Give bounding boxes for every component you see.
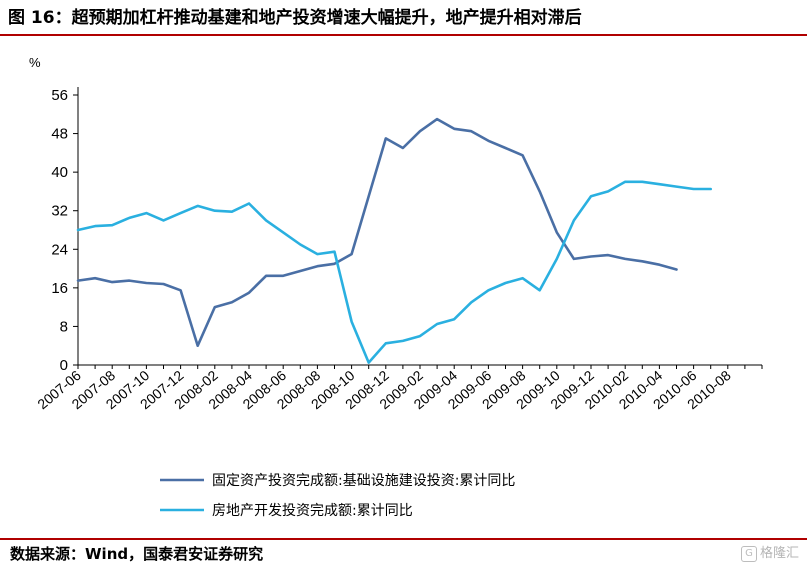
series-line-1 bbox=[76, 117, 678, 347]
y-tick-label: 0 bbox=[60, 357, 68, 374]
y-tick-label: 16 bbox=[51, 280, 68, 297]
top-rule bbox=[0, 34, 807, 36]
y-axis: 0 8 16 24 32 40 48 56 bbox=[51, 87, 79, 374]
watermark: G 格隆汇 bbox=[740, 543, 799, 565]
legend-label-2: 房地产开发投资完成额:累计同比 bbox=[212, 503, 413, 519]
x-axis: 2007-062007-082007-102007-122008-022008-… bbox=[34, 364, 763, 412]
y-tick-label: 24 bbox=[51, 241, 68, 258]
legend-label-1: 固定资产投资完成额:基础设施建设投资:累计同比 bbox=[212, 472, 515, 489]
y-tick-label: 40 bbox=[51, 164, 68, 181]
line-chart: % 0 8 16 24 32 40 48 56 2007-062007-082007-1020… bbox=[29, 55, 763, 519]
series-line-2 bbox=[76, 180, 712, 364]
watermark-logo-icon: G bbox=[740, 545, 757, 562]
source-note: 数据来源：Wind，国泰君安证券研究 bbox=[10, 545, 264, 563]
y-tick-label: 56 bbox=[51, 87, 68, 104]
y-tick-label: 8 bbox=[60, 318, 68, 335]
y-axis-unit-label: % bbox=[29, 55, 41, 70]
bottom-rule bbox=[0, 538, 807, 540]
series-layer bbox=[76, 117, 712, 364]
figure-title: 图 16：超预期加杠杆推动基建和地产投资增速大幅提升，地产提升相对滞后 bbox=[8, 8, 582, 28]
y-tick-label: 32 bbox=[51, 203, 68, 220]
y-tick-label: 48 bbox=[51, 126, 68, 143]
watermark-text: 格隆汇 bbox=[759, 546, 799, 561]
